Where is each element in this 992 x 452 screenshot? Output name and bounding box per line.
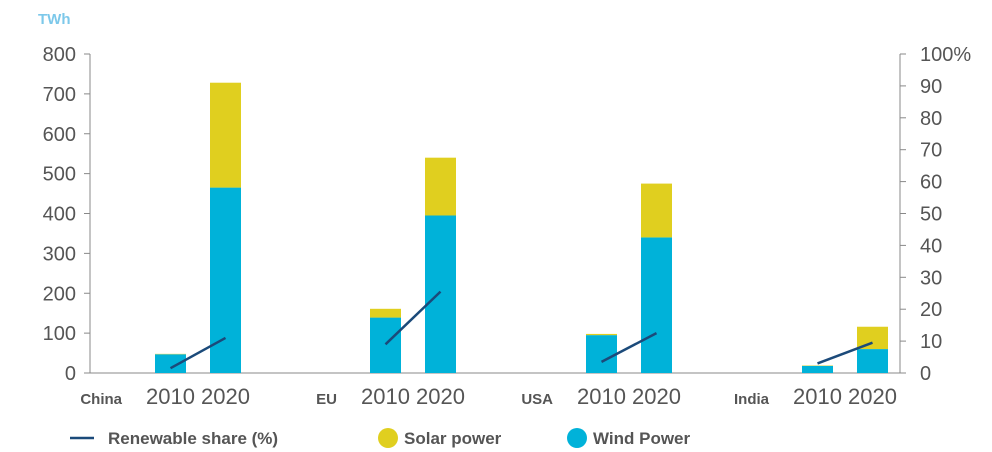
renewable-share-line: [384, 290, 442, 346]
right-tick-label: 40: [920, 235, 942, 257]
left-tick-label: 100: [43, 323, 76, 345]
year-label: 2010: [577, 384, 626, 409]
right-tick-label: 70: [920, 140, 942, 162]
x-axis-labels: China 2010 2020 EU 2010 2020 USA 2010 2020 India 2…: [80, 384, 897, 409]
wind-power-bar: [802, 365, 833, 373]
country-label: China: [80, 391, 122, 408]
left-tick-label: 600: [43, 124, 76, 146]
wind-power-bar: [641, 237, 672, 373]
country-label: USA: [521, 391, 553, 408]
right-tick-label: 30: [920, 267, 942, 289]
year-label: 2010: [361, 384, 410, 409]
left-tick-label: 400: [43, 204, 76, 226]
left-axis-ticks: 0 100 200 300 400 500 600 700 800: [43, 44, 90, 385]
right-tick-label: 50: [920, 204, 942, 226]
bars: [155, 82, 888, 373]
y-axis-unit-label: TWh: [38, 11, 70, 28]
right-tick-label: 80: [920, 108, 942, 130]
year-label: 2020: [416, 384, 465, 409]
solar-power-bar: [586, 333, 617, 336]
legend-wind-swatch: [567, 428, 587, 448]
solar-power-bar: [641, 183, 672, 238]
wind-power-bar: [857, 349, 888, 373]
right-tick-label: 60: [920, 172, 942, 194]
legend-solar-label: Solar power: [404, 429, 502, 448]
right-tick-label: 90: [920, 76, 942, 98]
solar-power-bar: [857, 326, 888, 350]
right-tick-label: 100%: [920, 44, 971, 66]
left-tick-label: 500: [43, 164, 76, 186]
right-tick-label: 0: [920, 363, 931, 385]
left-tick-label: 800: [43, 44, 76, 66]
renewable-share-line: [600, 332, 658, 363]
wind-power-bar: [155, 354, 186, 373]
country-label: EU: [316, 391, 337, 408]
left-tick-label: 0: [65, 363, 76, 385]
year-label: 2020: [848, 384, 897, 409]
wind-power-bar: [586, 335, 617, 373]
wind-power-bar: [425, 215, 456, 373]
country-label: India: [734, 391, 770, 408]
legend: Renewable share (%) Solar power Wind Power: [70, 428, 691, 448]
solar-power-bar: [370, 308, 401, 318]
renewable-share-lines: [169, 290, 873, 370]
solar-power-bar: [210, 82, 241, 188]
solar-power-bar: [425, 157, 456, 216]
year-label: 2020: [632, 384, 681, 409]
year-label: 2010: [146, 384, 195, 409]
legend-renewable-share-label: Renewable share (%): [108, 429, 278, 448]
renewable-share-line: [169, 336, 227, 370]
legend-solar-swatch: [378, 428, 398, 448]
year-label: 2010: [793, 384, 842, 409]
legend-wind-label: Wind Power: [593, 429, 691, 448]
renewable-share-line: [817, 341, 873, 365]
year-label: 2020: [201, 384, 250, 409]
right-tick-label: 10: [920, 331, 942, 353]
wind-power-bar: [370, 317, 401, 373]
left-tick-label: 700: [43, 84, 76, 106]
wind-power-bar: [210, 187, 241, 373]
left-tick-label: 300: [43, 243, 76, 265]
right-tick-label: 20: [920, 299, 942, 321]
right-axis-ticks: 0 10 20 30 40 50 60 70 80 90 100%: [900, 44, 971, 385]
left-tick-label: 200: [43, 283, 76, 305]
